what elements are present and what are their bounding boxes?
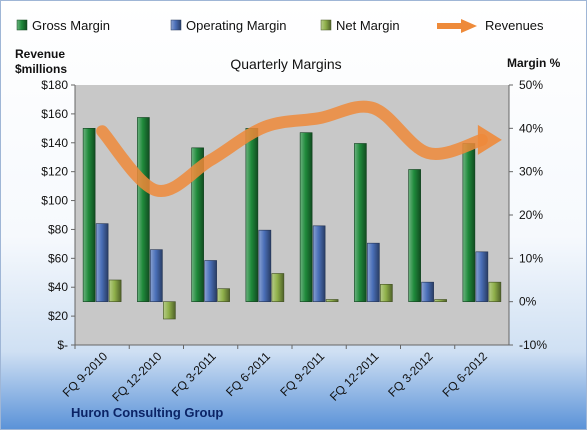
bar-gross-margin-2 [191,147,204,302]
x-tick-label: FQ 6-2012 [440,349,491,400]
bar-net-margin-5 [380,284,393,302]
legend-label: Gross Margin [32,18,110,33]
bar-gross-margin-1 [137,117,150,302]
bar-net-margin-0 [108,279,122,302]
bars-layer [82,117,502,320]
bar-net-margin-3 [271,273,285,302]
bar-net-margin-4 [325,299,339,302]
left-tick-label: $140 [41,136,68,150]
left-tick-label: $20 [48,309,68,323]
company-name: Huron Consulting Group [71,405,223,420]
x-tick-label: FQ 9-2010 [60,349,111,400]
left-tick-label: $- [57,338,68,352]
legend-item-revenues: Revenues [437,18,544,33]
revenue-line [96,100,488,197]
bar-operating-margin-4 [312,225,326,302]
left-tick-label: $120 [41,165,68,179]
left-tick-label: $160 [41,107,68,121]
right-tick-label: 50% [519,78,543,92]
right-tick-label: 10% [519,251,543,265]
x-tick-label: FQ 6-2011 [223,349,273,399]
right-tick-label: 0% [519,295,537,309]
legend-item-gross-margin: Gross Margin [16,18,110,33]
right-tick-label: 20% [519,208,543,222]
bar-net-margin-2 [217,288,230,302]
bar-operating-margin-6 [421,281,434,302]
bar-operating-margin-0 [95,223,109,302]
bar-operating-margin-3 [258,229,272,302]
bar-net-margin-1 [163,301,176,320]
x-tick-label: FQ 12-2011 [327,349,382,404]
legend-arrowhead [461,19,477,33]
right-axis-title: Margin % [507,56,561,70]
left-tick-label: $40 [48,280,68,294]
legend-label: Net Margin [336,18,400,33]
bar-gross-margin-7 [462,143,476,302]
legend-swatch [16,19,28,31]
bar-gross-margin-0 [82,128,96,302]
x-tick-label: FQ 3-2012 [385,349,436,400]
x-tick-label: FQ 9-2011 [277,349,327,399]
chart-title: Quarterly Margins [230,56,341,72]
legend: Gross Margin Operating Margin Net Margin Re… [16,18,544,33]
legend-swatch [170,19,182,31]
bar-operating-margin-7 [475,251,489,302]
legend-item-net-margin: Net Margin [320,18,400,33]
x-tick-label: FQ 12-2010 [109,349,164,404]
left-axis-title-line2: $millions [15,62,67,76]
revenue-line-layer [96,100,502,197]
right-tick-label: 30% [519,165,543,179]
legend-swatch [320,19,332,31]
legend-item-operating-margin: Operating Margin [170,18,286,33]
legend-label: Operating Margin [186,18,286,33]
bar-gross-margin-4 [299,132,313,302]
right-tick-label: -10% [519,338,547,352]
right-tick-label: 40% [519,121,543,135]
bar-operating-margin-2 [204,260,217,302]
legend-label: Revenues [485,18,544,33]
left-tick-label: $100 [41,194,68,208]
bar-operating-margin-5 [367,242,380,302]
bar-net-margin-6 [434,299,447,302]
bar-operating-margin-1 [150,249,163,302]
bar-net-margin-7 [488,281,502,302]
x-tick-label: FQ 3-2011 [169,349,219,399]
bar-gross-margin-3 [245,128,259,302]
left-tick-label: $80 [48,222,68,236]
left-axis-title-line1: Revenue [15,47,65,61]
left-tick-label: $180 [41,78,68,92]
revenue-arrowhead [477,124,502,155]
bar-gross-margin-6 [408,169,421,302]
bar-gross-margin-5 [354,143,367,302]
left-tick-label: $60 [48,251,68,265]
